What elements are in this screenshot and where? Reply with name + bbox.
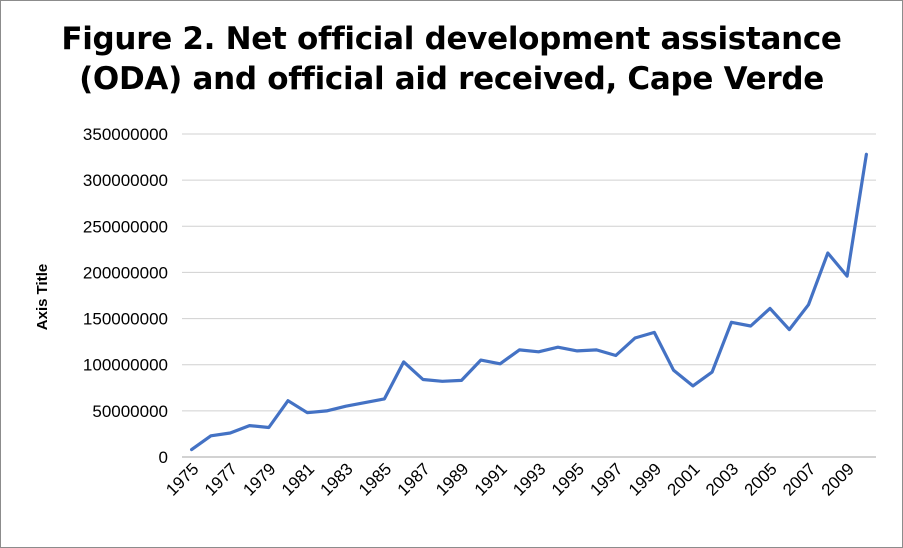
y-tick-label: 350000000 bbox=[83, 125, 168, 144]
x-tick-label: 2001 bbox=[664, 459, 704, 499]
x-tick-label: 1989 bbox=[432, 459, 472, 499]
x-tick-label: 1975 bbox=[162, 459, 202, 499]
y-axis-label: Axis Title bbox=[34, 264, 51, 330]
y-tick-label: 0 bbox=[159, 448, 168, 467]
x-tick-label: 1983 bbox=[317, 459, 357, 499]
y-tick-labels: 0 50000000 100000000 150000000 200000000 2500… bbox=[83, 125, 168, 467]
y-tick-label: 150000000 bbox=[83, 310, 168, 329]
x-tick-label: 2003 bbox=[702, 459, 742, 499]
y-tick-label: 300000000 bbox=[83, 171, 168, 190]
gridlines bbox=[182, 133, 876, 458]
x-tick-label: 1993 bbox=[509, 459, 549, 499]
x-tick-label: 1991 bbox=[471, 459, 511, 499]
x-tick-label: 2009 bbox=[818, 459, 858, 499]
x-tick-label: 1999 bbox=[625, 459, 665, 499]
x-tick-label: 1977 bbox=[201, 459, 241, 499]
series-lines bbox=[190, 152, 869, 452]
x-tick-label: 1985 bbox=[355, 459, 395, 499]
x-tick-label: 1997 bbox=[586, 459, 626, 499]
series-line bbox=[190, 152, 869, 452]
x-tick-label: 1981 bbox=[278, 459, 318, 499]
x-tick-label: 1995 bbox=[548, 459, 588, 499]
x-tick-labels: 1975197719791981198319851987198919911993… bbox=[162, 459, 858, 499]
x-tick-label: 2005 bbox=[741, 459, 781, 499]
x-tick-label: 1979 bbox=[239, 459, 279, 499]
y-tick-label: 100000000 bbox=[83, 356, 168, 375]
y-tick-label: 50000000 bbox=[92, 402, 168, 421]
chart-title-line-1: Figure 2. Net official development assis… bbox=[61, 21, 842, 57]
x-tick-label: 1987 bbox=[394, 459, 434, 499]
chart-title: Figure 2. Net official development assis… bbox=[1, 19, 902, 99]
y-tick-label: 250000000 bbox=[83, 217, 168, 236]
y-tick-label: 200000000 bbox=[83, 263, 168, 282]
x-tick-label: 2007 bbox=[779, 459, 819, 499]
chart-title-line-2: (ODA) and official aid received, Cape Ve… bbox=[79, 61, 824, 97]
